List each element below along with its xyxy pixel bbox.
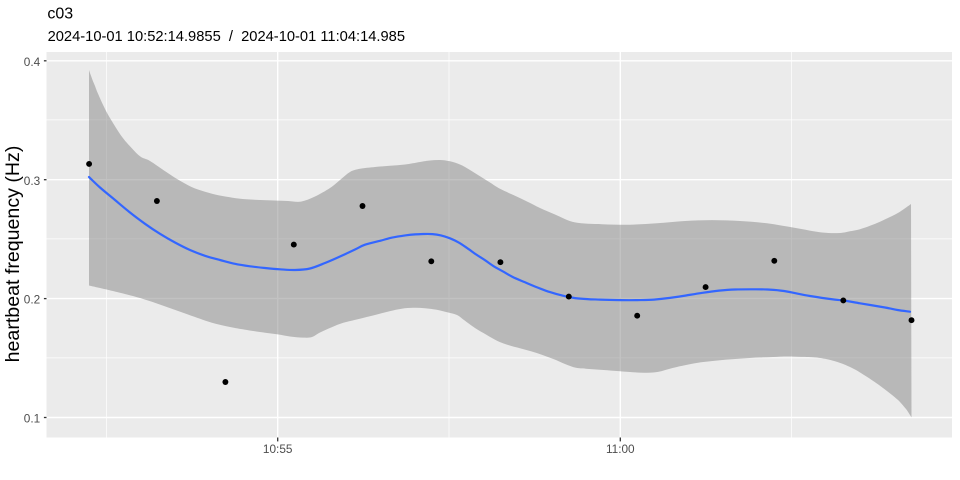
svg-text:c03: c03 (47, 5, 73, 22)
svg-text:0.2: 0.2 (24, 293, 40, 307)
svg-text:heartbeat frequency (Hz): heartbeat frequency (Hz) (2, 146, 24, 363)
svg-text:11:00: 11:00 (606, 442, 635, 456)
svg-text:2024-10-01 10:52:14.9855 / 2: 2024-10-01 10:52:14.9855 / 2024-10-01 11… (48, 29, 405, 45)
svg-text:0.3: 0.3 (24, 174, 41, 188)
svg-text:10:55: 10:55 (263, 442, 293, 456)
svg-text:0.4: 0.4 (24, 55, 41, 69)
svg-text:0.1: 0.1 (24, 412, 40, 426)
